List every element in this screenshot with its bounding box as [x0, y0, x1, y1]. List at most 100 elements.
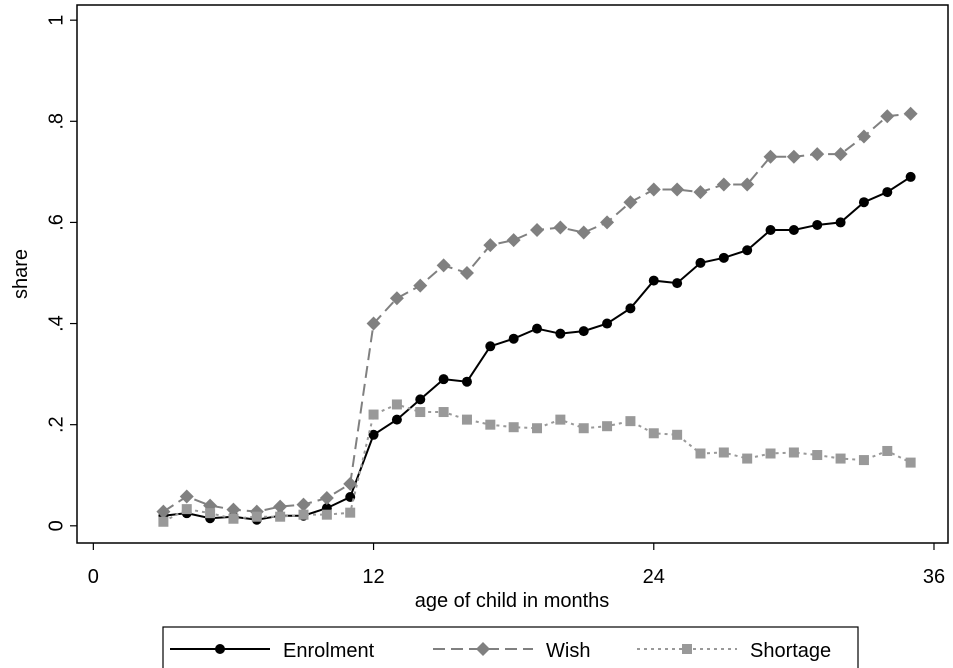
marker	[882, 187, 893, 198]
marker	[880, 109, 895, 124]
marker	[812, 450, 823, 461]
x-tick-label: 12	[362, 566, 384, 588]
marker	[391, 399, 402, 410]
marker	[181, 504, 192, 515]
marker	[296, 497, 311, 512]
marker	[438, 407, 449, 418]
marker	[438, 374, 449, 385]
marker	[858, 455, 869, 466]
y-tick-label: .4	[45, 315, 67, 332]
y-axis-label: share	[10, 249, 32, 299]
marker	[461, 376, 472, 387]
marker	[321, 509, 332, 520]
marker	[532, 423, 543, 434]
marker	[602, 421, 613, 432]
marker	[483, 238, 498, 253]
marker	[602, 318, 613, 329]
marker	[648, 275, 659, 286]
legend-box	[162, 626, 859, 668]
marker	[368, 409, 379, 420]
y-tick-label: 1	[45, 15, 67, 26]
marker	[835, 453, 846, 464]
marker	[156, 504, 171, 519]
marker	[625, 416, 636, 427]
marker	[788, 447, 799, 458]
marker	[718, 447, 729, 458]
marker	[343, 476, 358, 491]
marker	[345, 507, 356, 518]
legend-marker	[215, 644, 225, 654]
marker	[672, 278, 683, 289]
marker	[459, 265, 474, 280]
marker	[600, 215, 615, 230]
y-tick-label: .2	[45, 416, 67, 433]
legend-marker	[682, 644, 692, 654]
y-tick-label: 0	[45, 520, 67, 531]
marker	[672, 429, 683, 440]
marker	[765, 225, 776, 236]
marker	[810, 147, 825, 162]
marker	[648, 428, 659, 439]
marker	[415, 394, 426, 405]
plot-frame	[76, 4, 949, 544]
marker	[786, 149, 801, 164]
marker	[485, 419, 496, 430]
marker	[415, 407, 426, 418]
marker	[179, 489, 194, 504]
marker	[298, 509, 309, 520]
marker	[366, 316, 381, 331]
series-line	[162, 403, 912, 523]
marker	[856, 129, 871, 144]
marker	[576, 225, 591, 240]
marker	[623, 195, 638, 210]
marker	[763, 149, 778, 164]
marker	[319, 490, 334, 505]
marker	[391, 414, 402, 425]
marker	[858, 197, 869, 208]
marker	[695, 257, 706, 268]
marker	[882, 445, 893, 456]
marker	[742, 245, 753, 256]
legend-label: Shortage	[750, 640, 831, 662]
y-tick-label: .6	[45, 214, 67, 231]
marker	[508, 333, 519, 344]
marker	[389, 291, 404, 306]
marker	[508, 422, 519, 433]
marker	[555, 414, 566, 425]
marker	[905, 457, 916, 468]
marker	[695, 448, 706, 459]
marker	[555, 328, 566, 339]
marker	[506, 233, 521, 248]
marker	[578, 423, 589, 434]
marker	[905, 171, 916, 182]
marker	[693, 185, 708, 200]
y-tick-label: .8	[45, 113, 67, 130]
legend-label: Wish	[546, 640, 590, 662]
marker	[670, 182, 685, 197]
marker	[716, 177, 731, 192]
x-tick-label: 0	[88, 566, 99, 588]
marker	[461, 414, 472, 425]
marker	[158, 516, 169, 527]
marker	[835, 217, 846, 228]
marker	[740, 177, 755, 192]
marker	[532, 323, 543, 334]
x-tick-label: 36	[923, 566, 945, 588]
marker	[742, 453, 753, 464]
marker	[275, 511, 286, 522]
x-tick-label: 24	[643, 566, 665, 588]
marker	[436, 258, 451, 273]
marker	[413, 278, 428, 293]
x-axis-label: age of child in months	[415, 590, 610, 612]
marker	[578, 326, 589, 337]
marker	[368, 429, 379, 440]
marker	[833, 147, 848, 162]
legend-marker	[476, 642, 490, 656]
marker	[485, 341, 496, 352]
marker	[903, 106, 918, 121]
marker	[553, 220, 568, 235]
marker	[251, 511, 262, 522]
marker	[530, 223, 545, 238]
marker	[718, 252, 729, 263]
marker	[228, 513, 239, 524]
